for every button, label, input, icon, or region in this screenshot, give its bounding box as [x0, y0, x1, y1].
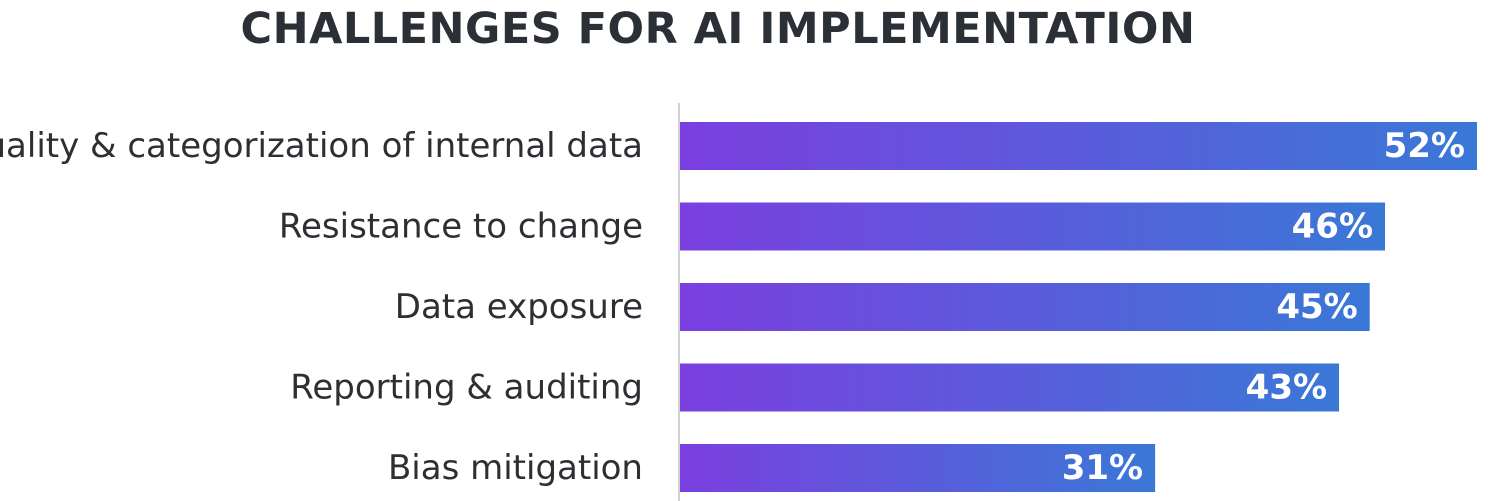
value-label: 43% — [1246, 368, 1327, 408]
category-label: Resistance to change — [279, 207, 643, 247]
category-label: Data exposure — [395, 287, 643, 327]
chart-title: CHALLENGES FOR AI IMPLEMENTATION — [240, 4, 1196, 54]
category-label: Quality & categorization of internal dat… — [0, 126, 643, 166]
bar — [680, 283, 1370, 331]
bar — [680, 122, 1477, 170]
bar — [680, 444, 1156, 492]
bar — [680, 363, 1340, 412]
category-label: Reporting & auditing — [290, 368, 643, 408]
value-label: 31% — [1062, 448, 1143, 488]
bar — [680, 202, 1386, 251]
value-label: 46% — [1292, 207, 1373, 247]
value-label: 52% — [1384, 126, 1465, 166]
bars-layer: Quality & categorization of internal dat… — [0, 122, 1477, 492]
category-label: Bias mitigation — [388, 448, 643, 488]
value-label: 45% — [1276, 287, 1357, 327]
